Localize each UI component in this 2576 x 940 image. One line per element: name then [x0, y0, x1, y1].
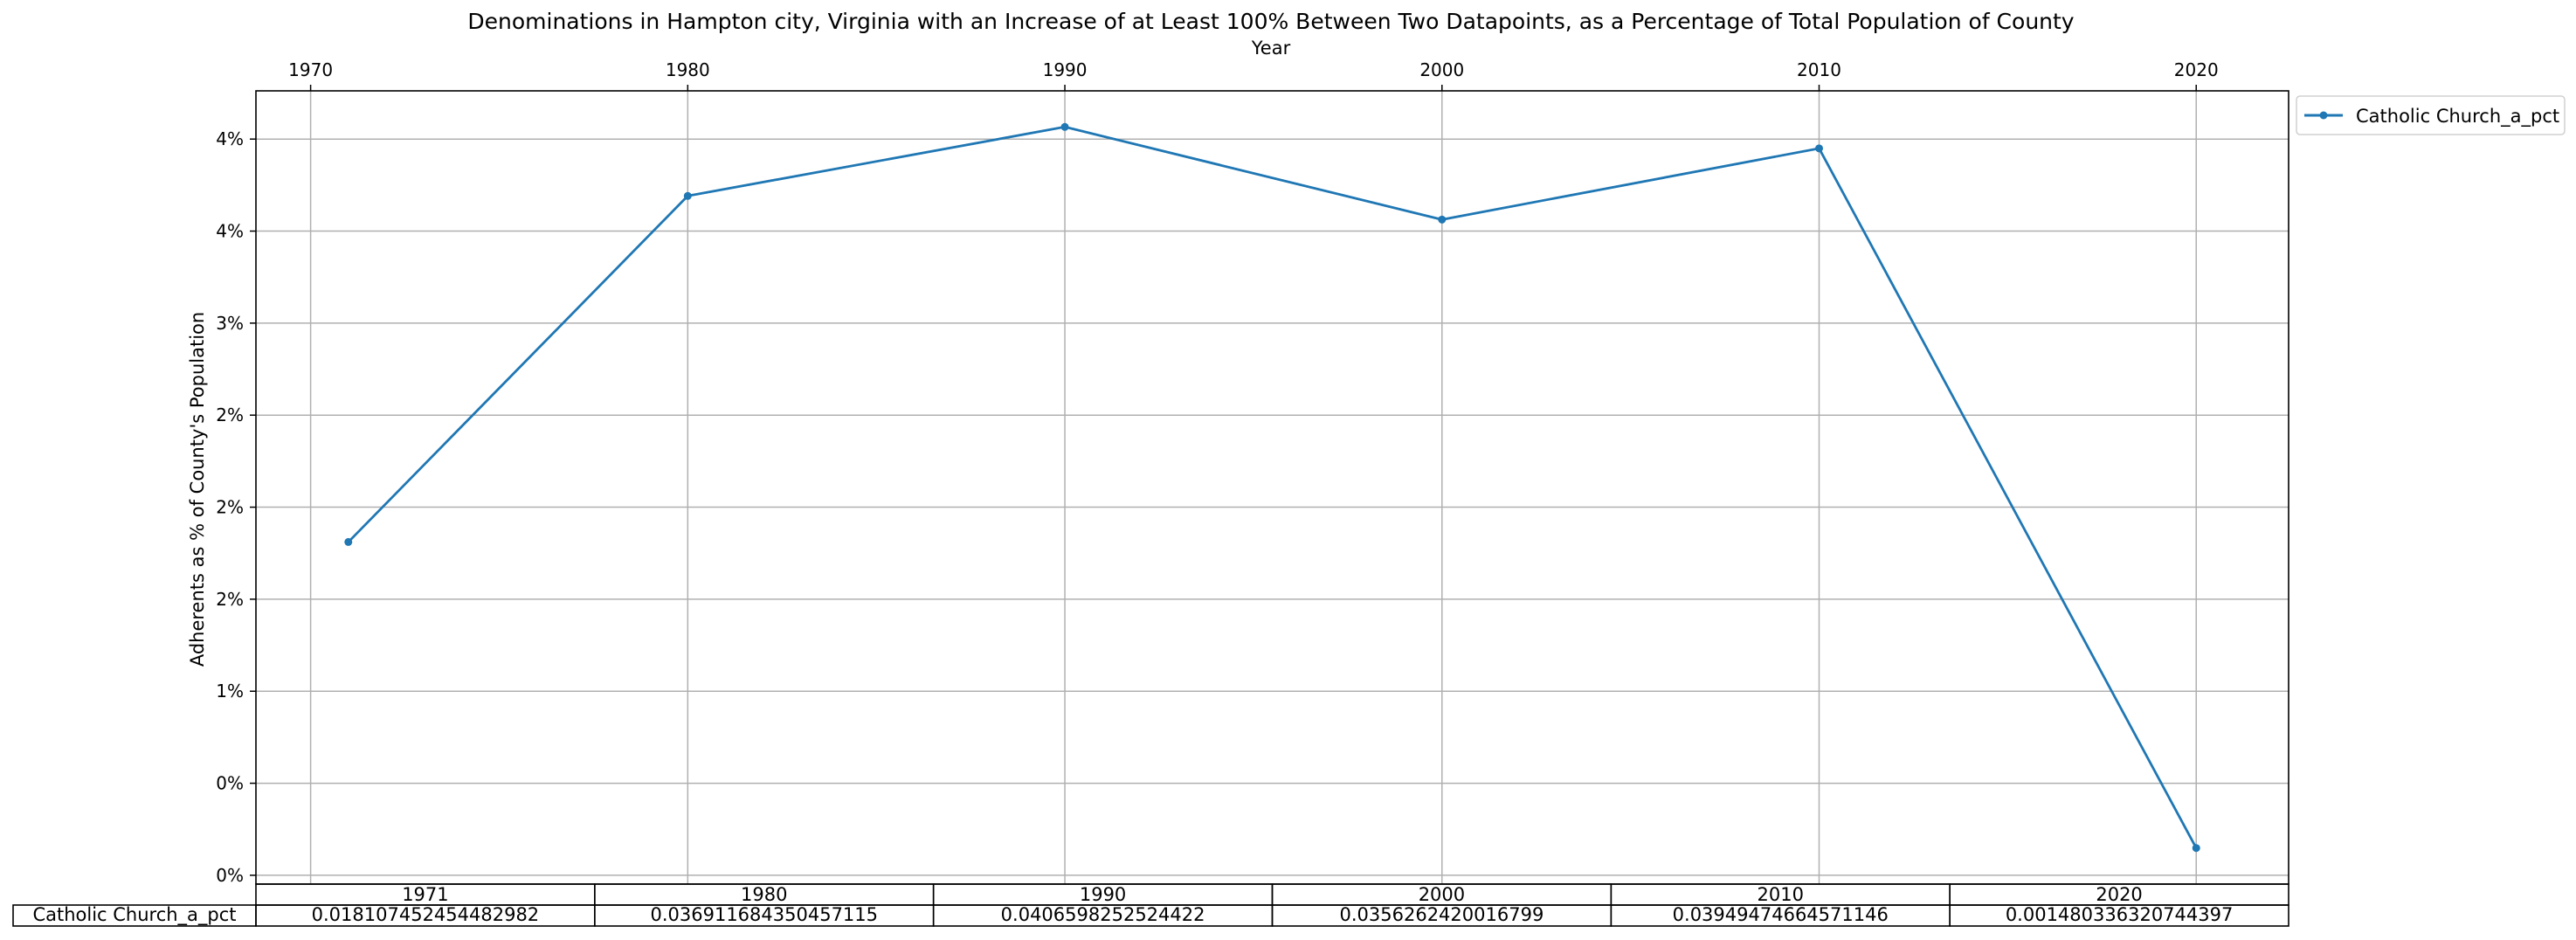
data-point	[1060, 122, 1069, 131]
legend-frame	[2296, 95, 2566, 135]
table-column-label: 1971	[402, 884, 448, 905]
x-axis-label: Year	[1251, 38, 1291, 59]
y-tick-label: 4%	[216, 128, 244, 149]
y-tick-label: 2%	[216, 589, 244, 610]
data-point	[683, 191, 692, 200]
table-cell	[1949, 904, 2289, 927]
x-tick-label: 1970	[288, 59, 333, 80]
y-tick-label: 4%	[216, 221, 244, 242]
data-point	[1815, 144, 1824, 153]
x-tick-label: 1980	[666, 59, 710, 80]
data-point	[1438, 215, 1447, 224]
y-tick-label: 0%	[216, 773, 244, 794]
table-column-label: 2020	[2096, 884, 2142, 905]
table-cell-value: 0.03949474664571146	[1673, 904, 1889, 925]
y-tick-label: 3%	[216, 313, 244, 334]
table-cell-value: 0.0356262420016799	[1340, 904, 1544, 925]
chart-title: Denominations in Hampton city, Virginia …	[467, 9, 2074, 34]
table-row-label: Catholic Church_a_pct	[32, 904, 236, 926]
y-axis-label: Adherents as % of County's Population	[187, 312, 208, 667]
table-cell-value: 0.036911684350457115	[650, 904, 878, 925]
series-line	[347, 125, 2198, 849]
table-column-label: 1980	[741, 884, 787, 905]
table-column-label: 2010	[1758, 884, 1804, 905]
x-tick-label: 2000	[1419, 59, 1464, 80]
table-cell-value: 0.001480336320744397	[2006, 904, 2234, 925]
x-tick-label: 2020	[2174, 59, 2219, 80]
data-point	[2192, 844, 2200, 853]
plot-frame	[255, 90, 2289, 885]
axes: 1970 1980 1990 2000 2010 2020 0% 0% 1% 2% 2% 2% 3% 4%…	[216, 59, 2218, 886]
legend-marker	[2319, 111, 2328, 120]
legend: Catholic Church_a_pct	[2296, 95, 2566, 135]
table-column-label: 2000	[1419, 884, 1465, 905]
table-cell-value: 0.0406598252524422	[1001, 904, 1205, 925]
y-tick-label: 2%	[216, 497, 244, 518]
data-table: Catholic Church_a_pct 19710.0181074524544…	[12, 883, 2289, 927]
table-column-label: 1990	[1080, 884, 1126, 905]
y-tick-label: 2%	[216, 404, 244, 425]
grid	[256, 91, 2289, 884]
legend-label: Catholic Church_a_pct	[2356, 106, 2559, 128]
y-tick-label: 1%	[216, 681, 244, 702]
data-point	[344, 537, 353, 546]
x-tick-label: 2010	[1797, 59, 1841, 80]
y-tick-label: 0%	[216, 865, 244, 886]
x-tick-label: 1990	[1043, 59, 1088, 80]
series-layer	[344, 122, 2200, 853]
table-cell-value: 0.018107452454482982	[312, 904, 540, 925]
